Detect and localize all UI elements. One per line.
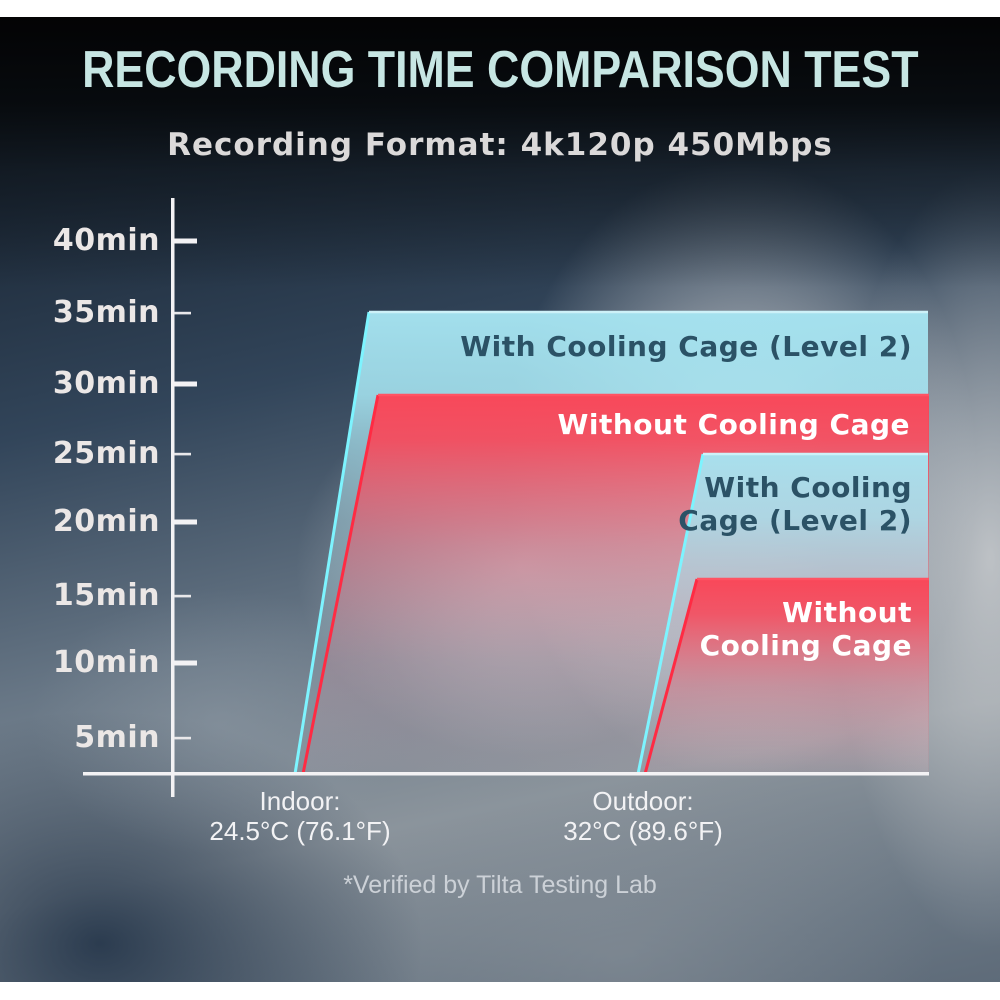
ytick-label-15min: 15min — [52, 578, 160, 613]
chart-subtitle: Recording Format: 4k120p 450Mbps — [167, 127, 833, 163]
label-outdoor-with-cooling-cage: With Cooling Cage (Level 2) — [678, 471, 912, 537]
ytick-label-20min: 20min — [52, 504, 160, 539]
ytick-label-35min: 35min — [52, 295, 160, 330]
xlabel-outdoor-line1: Outdoor: — [592, 786, 694, 816]
x-axis-line — [83, 772, 929, 776]
page-title-text: RECORDING TIME COMPARISON TEST — [81, 41, 919, 99]
page-title: RECORDING TIME COMPARISON TEST — [0, 44, 1000, 96]
ytick-label-5min: 5min — [74, 720, 160, 755]
ytick-label-10min: 10min — [52, 645, 160, 680]
verified-note: *Verified by Tilta Testing Lab — [343, 871, 657, 899]
xlabel-indoor-line1: Indoor: — [259, 786, 341, 816]
xlabel-outdoor: Outdoor: 32°C (89.6°F) — [563, 786, 723, 846]
tick-40min — [174, 238, 197, 244]
ytick-label-40min: 40min — [52, 223, 160, 258]
tick-15min — [174, 594, 191, 598]
label-outdoor-without-cooling-cage: Without Cooling Cage — [700, 596, 912, 662]
tick-10min — [174, 660, 197, 666]
tick-20min — [174, 519, 197, 525]
ytick-label-25min: 25min — [52, 436, 160, 471]
y-axis-line — [171, 198, 175, 797]
label-outdoor-without-line2: Cooling Cage — [699, 629, 912, 662]
label-indoor-without-cooling-cage: Without Cooling Cage — [557, 408, 910, 441]
label-outdoor-with-line1: With Cooling — [704, 471, 912, 504]
xlabel-indoor: Indoor: 24.5°C (76.1°F) — [209, 786, 390, 846]
tick-5min — [174, 736, 191, 740]
tick-35min — [174, 311, 191, 315]
xlabel-indoor-line2: 24.5°C (76.1°F) — [209, 816, 391, 846]
area-outdoor-without-cooling-cage — [645, 579, 929, 774]
xlabel-outdoor-line2: 32°C (89.6°F) — [563, 816, 723, 846]
edge-outdoor-red-slant — [643, 578, 699, 775]
edge-indoor-red-slant — [301, 394, 380, 775]
label-outdoor-with-line2: Cage (Level 2) — [678, 504, 912, 537]
tick-30min — [174, 381, 197, 387]
label-indoor-with-cooling-cage: With Cooling Cage (Level 2) — [460, 330, 912, 363]
tick-25min — [174, 452, 191, 456]
ytick-label-30min: 30min — [52, 366, 160, 401]
label-outdoor-without-line1: Without — [782, 596, 912, 629]
edge-indoor-cyan-slant — [293, 311, 371, 775]
edge-outdoor-cyan-slant — [636, 453, 705, 775]
